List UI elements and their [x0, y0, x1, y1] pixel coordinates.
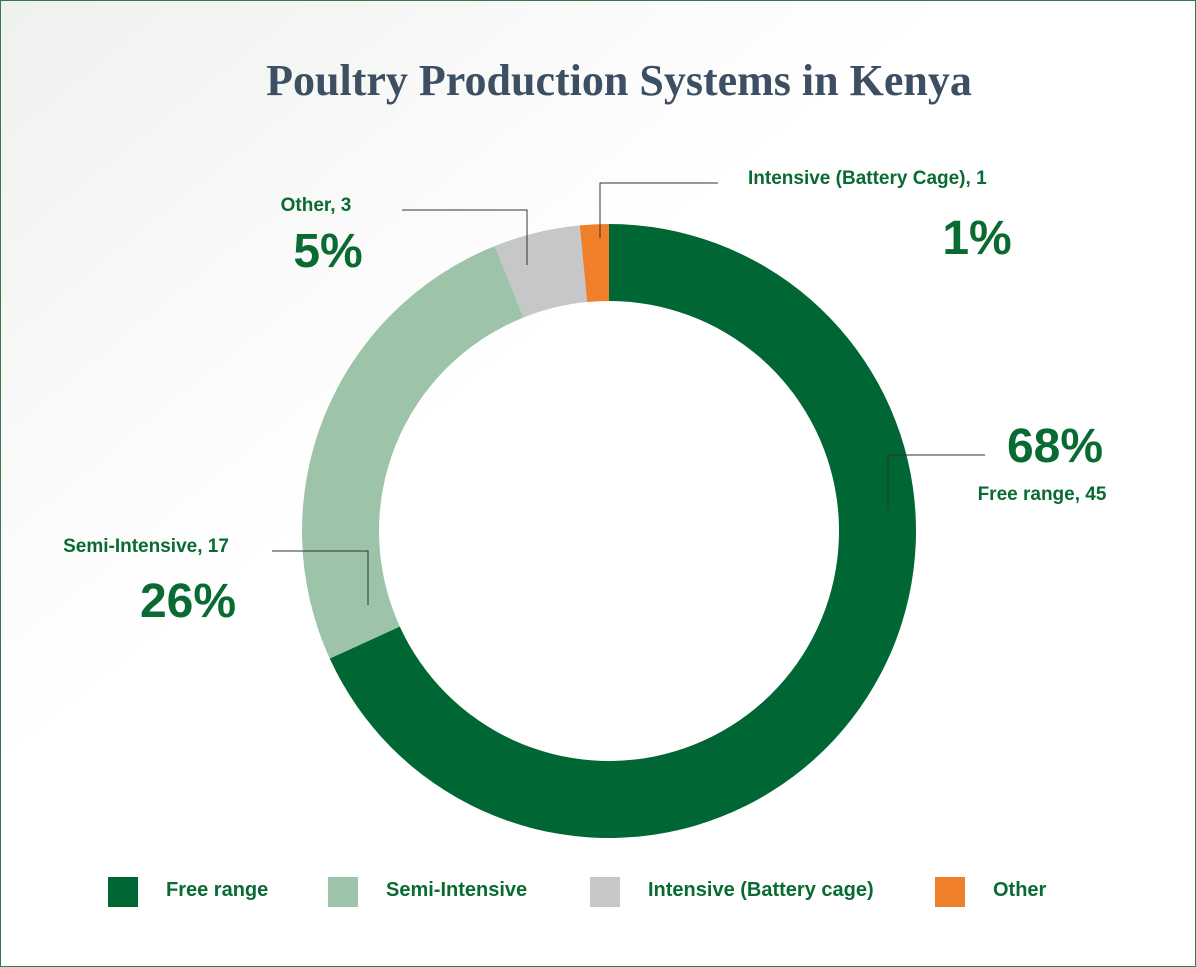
legend-swatch: [328, 877, 358, 907]
chart-title: Poultry Production Systems in Kenya: [266, 56, 972, 105]
leader-line: [272, 550, 369, 605]
slice: [494, 225, 588, 318]
leader-line: [887, 454, 985, 510]
legend-label: Other: [993, 879, 1047, 901]
legend-swatch: [935, 877, 965, 907]
slice-label: Free range, 45: [978, 484, 1107, 505]
legend-label: Free range: [166, 879, 268, 901]
slice-label: Other, 3: [281, 195, 352, 216]
percent-label: 68%: [1007, 420, 1103, 473]
slice-label: Intensive (Battery Cage), 1: [748, 168, 987, 189]
legend-swatch: [108, 877, 138, 907]
percent-label: 1%: [942, 212, 1011, 265]
slice: [301, 245, 524, 659]
leader-line: [402, 209, 528, 265]
legend-label: Intensive (Battery cage): [648, 879, 874, 901]
legend-swatch: [590, 877, 620, 907]
legend-label: Semi-Intensive: [386, 879, 527, 901]
slice: [579, 224, 609, 303]
leader-line: [599, 182, 718, 238]
percent-label: 5%: [293, 225, 362, 278]
percent-label: 26%: [140, 575, 236, 628]
slice-label: Semi-Intensive, 17: [63, 536, 229, 557]
